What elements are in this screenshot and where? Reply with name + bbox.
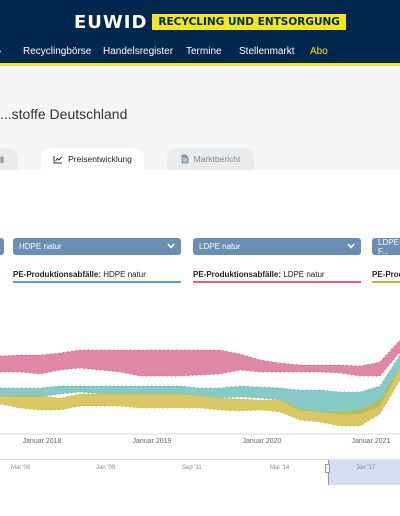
navigator-tick-label: Jan '09 bbox=[96, 465, 116, 471]
nav-item-handelsregister[interactable]: Handelsregister bbox=[103, 46, 174, 57]
select-ldpe-f-value: LDPE-F... bbox=[378, 237, 400, 256]
chevron-down-icon bbox=[167, 243, 175, 249]
document-icon bbox=[181, 154, 189, 164]
tab-preisentwicklung[interactable]: Preisentwicklung bbox=[41, 148, 144, 170]
price-band-3 bbox=[0, 368, 400, 426]
page-title: ...stoffe Deutschland bbox=[0, 106, 128, 122]
nav-item-abo[interactable]: Abo bbox=[310, 46, 328, 57]
series-select-ldpe[interactable]: LDPE natur bbox=[193, 238, 361, 255]
navigator-selection-window[interactable] bbox=[328, 460, 400, 485]
main-navigation: › Recyclingbörse Handelsregister Termine… bbox=[0, 40, 400, 66]
series-label-ldpe-f-category: PE-Produ bbox=[372, 270, 400, 279]
series-underline-hdpe bbox=[13, 281, 181, 283]
tab-label-preisentwicklung: Preisentwicklung bbox=[68, 154, 132, 164]
navigator-tick-label: Jan '17 bbox=[356, 465, 376, 471]
series-label-ldpe-name: LDPE natur bbox=[281, 270, 325, 279]
series-select-truncated[interactable] bbox=[0, 238, 4, 255]
navigator-tick-label: Mai '06 bbox=[11, 465, 31, 471]
price-range-chart[interactable]: Januar 2018 Januar 2019 Januar 2020 Janu… bbox=[0, 310, 400, 455]
chart-panel bbox=[0, 170, 400, 516]
series-label-ldpe-category: PE-Produktionsabfälle: bbox=[193, 270, 282, 279]
nav-item-recyclingboerse[interactable]: Recyclingbörse bbox=[23, 46, 92, 57]
chart-navigator[interactable] bbox=[0, 459, 400, 485]
series-underline-ldpe-f bbox=[372, 281, 400, 283]
series-label-hdpe-name: HDPE natur bbox=[101, 270, 146, 279]
series-select-ldpe-f[interactable]: LDPE-F... bbox=[372, 237, 400, 256]
price-bands bbox=[0, 339, 400, 427]
tab-truncated[interactable]: ▮ bbox=[0, 148, 18, 170]
chevron-down-icon bbox=[347, 243, 355, 249]
x-tick-label: Januar 2021 bbox=[352, 438, 391, 445]
nav-truncated-arrow[interactable]: › bbox=[0, 46, 1, 57]
tab-edge-icon: ▮ bbox=[0, 153, 5, 164]
logo-tagline: RECYCLING UND ENTSORGUNG bbox=[151, 13, 347, 31]
tab-marktbericht[interactable]: Marktbericht bbox=[167, 148, 254, 170]
logo-wordmark: EUWID bbox=[74, 11, 148, 33]
nav-item-termine[interactable]: Termine bbox=[186, 46, 222, 57]
price-band-2 bbox=[0, 355, 400, 414]
euwid-logo[interactable]: EUWID RECYCLING UND ENTSORGUNG bbox=[74, 11, 347, 33]
series-label-ldpe: PE-Produktionsabfälle: LDPE natur bbox=[193, 270, 325, 283]
x-tick-label: Januar 2018 bbox=[23, 438, 62, 445]
series-label-ldpe-f: PE-Produ bbox=[372, 270, 400, 283]
navigator-tick-label: Sep '11 bbox=[182, 465, 202, 471]
x-tick-label: Januar 2020 bbox=[243, 438, 282, 445]
nav-item-stellenmarkt[interactable]: Stellenmarkt bbox=[239, 46, 295, 57]
price-band-edge-3 bbox=[0, 379, 400, 427]
x-tick-label: Januar 2019 bbox=[133, 438, 172, 445]
price-band-edge-3 bbox=[0, 367, 400, 413]
select-ldpe-value: LDPE natur bbox=[199, 242, 241, 251]
price-band-1 bbox=[0, 340, 400, 376]
series-select-hdpe[interactable]: HDPE natur bbox=[13, 238, 181, 255]
series-label-hdpe: PE-Produktionsabfälle: HDPE natur bbox=[13, 270, 146, 283]
navigator-drag-handle[interactable] bbox=[325, 464, 330, 473]
tab-label-marktbericht: Marktbericht bbox=[193, 154, 241, 164]
navigator-tick-label: Mai '14 bbox=[270, 465, 290, 471]
series-label-hdpe-category: PE-Produktionsabfälle: bbox=[13, 270, 102, 279]
select-hdpe-value: HDPE natur bbox=[19, 242, 62, 251]
series-underline-ldpe bbox=[193, 281, 361, 283]
line-chart-icon bbox=[53, 155, 63, 163]
